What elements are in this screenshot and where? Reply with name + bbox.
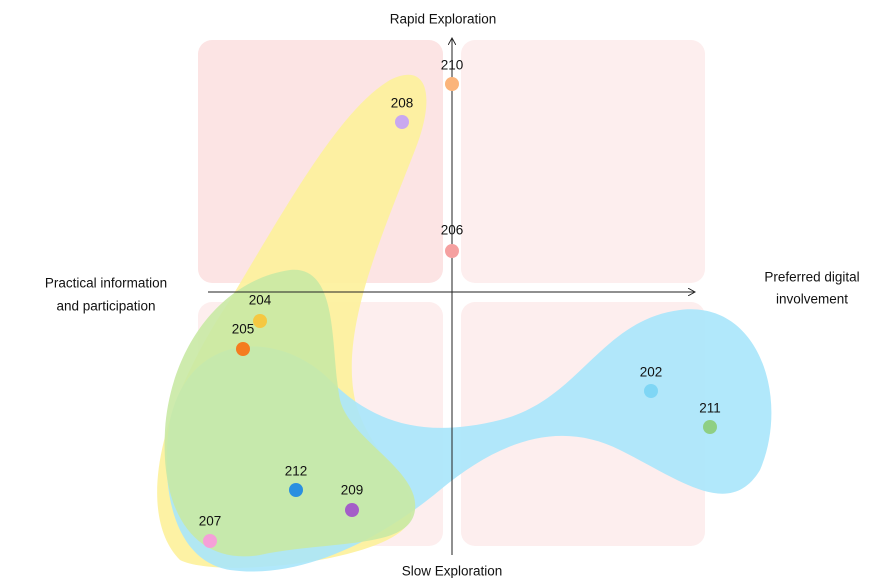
point	[703, 420, 717, 434]
axis-label: involvement	[776, 292, 848, 307]
point	[345, 503, 359, 517]
point	[445, 244, 459, 258]
point-label: 206	[441, 223, 464, 238]
point	[236, 342, 250, 356]
cluster-green	[164, 269, 416, 557]
point-label: 211	[699, 401, 721, 416]
point-label: 205	[232, 322, 255, 337]
point-label: 208	[391, 96, 414, 111]
axis-label: Slow Exploration	[402, 564, 503, 578]
point-label: 204	[249, 293, 272, 308]
point-label: 210	[441, 58, 464, 73]
point	[644, 384, 658, 398]
point	[289, 483, 303, 497]
point	[203, 534, 217, 548]
axis-label: Rapid Exploration	[390, 12, 497, 27]
point	[445, 77, 459, 91]
axis-label: and participation	[56, 299, 155, 314]
axis-label: Practical information	[45, 276, 167, 291]
points: 210 208 206 204 205 202 211 212 209 207	[199, 58, 721, 548]
quadrant	[461, 40, 705, 283]
point	[395, 115, 409, 129]
axis-label: Preferred digital	[764, 270, 859, 285]
point-label: 209	[341, 483, 364, 498]
point	[253, 314, 267, 328]
point-label: 207	[199, 514, 222, 529]
point-label: 212	[285, 464, 308, 479]
point-label: 202	[640, 365, 663, 380]
